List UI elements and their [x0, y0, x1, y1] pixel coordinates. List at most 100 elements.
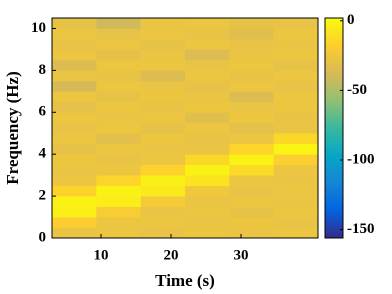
heatmap-cell [229, 196, 274, 207]
colorbar-tick-label: -150 [347, 221, 375, 237]
heatmap-cell [273, 196, 319, 207]
heatmap-cell [140, 91, 186, 103]
y-tick-label: 10 [31, 20, 46, 36]
heatmap-cell [273, 164, 319, 176]
heatmap-cell [185, 38, 230, 50]
heatmap-cell [273, 133, 319, 145]
heatmap-cell [96, 101, 141, 113]
heatmap-cell [229, 217, 274, 228]
heatmap-cell [273, 70, 319, 82]
x-tick-label: 30 [234, 247, 249, 263]
heatmap-cell [229, 175, 274, 186]
heatmap-cell [185, 185, 230, 197]
heatmap-cell [229, 18, 274, 29]
heatmap-cell [185, 227, 230, 239]
heatmap-cell [140, 217, 186, 228]
heatmap-cell [273, 206, 319, 218]
heatmap-cell [96, 227, 141, 239]
heatmap-cell [140, 70, 186, 82]
heatmap-cell [229, 59, 274, 71]
heatmap-cell [273, 49, 319, 61]
heatmap-cell [140, 227, 186, 239]
heatmap-cell [273, 80, 319, 92]
heatmap-cell [229, 122, 274, 134]
heatmap-cell [140, 175, 186, 186]
heatmap-cell [52, 80, 97, 92]
heatmap-cell [140, 112, 186, 124]
y-tick-label: 8 [39, 62, 47, 78]
heatmap-cell [229, 91, 274, 103]
heatmap-cell [96, 206, 141, 218]
heatmap-cell [273, 59, 319, 71]
heatmap-cell [229, 185, 274, 197]
heatmap-cell [273, 18, 319, 29]
heatmap-cell [273, 143, 319, 155]
heatmap-cell [140, 18, 186, 29]
y-tick-label: 4 [39, 146, 47, 162]
heatmap-cell [185, 112, 230, 124]
heatmap-cell [96, 91, 141, 103]
heatmap-cell [185, 175, 230, 186]
heatmap-cell [140, 133, 186, 145]
heatmap-cell [185, 70, 230, 82]
colorbar [324, 17, 344, 239]
heatmap-cell [140, 185, 186, 197]
heatmap-cell [273, 217, 319, 228]
heatmap-cell [96, 143, 141, 155]
heatmap-cell [52, 59, 97, 71]
y-axis-label: Frequency (Hz) [3, 71, 22, 184]
heatmap-cell [229, 112, 274, 124]
heatmap-cell [140, 80, 186, 92]
heatmap-cell [140, 196, 186, 207]
heatmap-cell [52, 206, 97, 218]
heatmap-cell [273, 38, 319, 50]
colorbar-tick-label: -100 [347, 151, 375, 167]
heatmap-cell [229, 206, 274, 218]
heatmap-cell [140, 206, 186, 218]
heatmap-cell [52, 91, 97, 103]
heatmap-cell [229, 154, 274, 165]
heatmap-cell [52, 70, 97, 82]
heatmap-cell [185, 154, 230, 165]
heatmap-cell [140, 101, 186, 113]
heatmap-cell [52, 49, 97, 61]
heatmap-cell [96, 28, 141, 40]
heatmap [52, 18, 319, 239]
heatmap-cell [229, 133, 274, 145]
heatmap-cell [273, 28, 319, 40]
heatmap-cell [229, 28, 274, 40]
heatmap-cell [185, 196, 230, 207]
heatmap-cell [273, 91, 319, 103]
heatmap-cell [185, 164, 230, 176]
heatmap-cell [185, 80, 230, 92]
heatmap-cell [185, 217, 230, 228]
heatmap-cell [52, 133, 97, 145]
plot-frame [51, 17, 319, 239]
heatmap-cell [52, 196, 97, 207]
heatmap-cell [273, 154, 319, 165]
y-tick-label: 0 [39, 229, 47, 245]
heatmap-cell [96, 175, 141, 186]
heatmap-cell [140, 164, 186, 176]
x-axis-label: Time (s) [155, 271, 215, 290]
heatmap-cell [185, 206, 230, 218]
heatmap-cell [140, 59, 186, 71]
y-tick-label: 2 [39, 188, 47, 204]
heatmap-cell [52, 18, 97, 29]
heatmap-cell [52, 101, 97, 113]
heatmap-cell [273, 175, 319, 186]
heatmap-cell [140, 122, 186, 134]
y-tick-label: 6 [39, 104, 47, 120]
x-tick-label: 10 [94, 247, 109, 263]
colorbar-tick-label: -50 [347, 82, 367, 98]
heatmap-cell [96, 217, 141, 228]
heatmap-cell [52, 164, 97, 176]
heatmap-cell [229, 38, 274, 50]
heatmap-cell [229, 49, 274, 61]
heatmap-cell [52, 227, 97, 239]
heatmap-cell [140, 28, 186, 40]
heatmap-cell [273, 122, 319, 134]
heatmap-cell [185, 49, 230, 61]
heatmap-cell [140, 154, 186, 165]
